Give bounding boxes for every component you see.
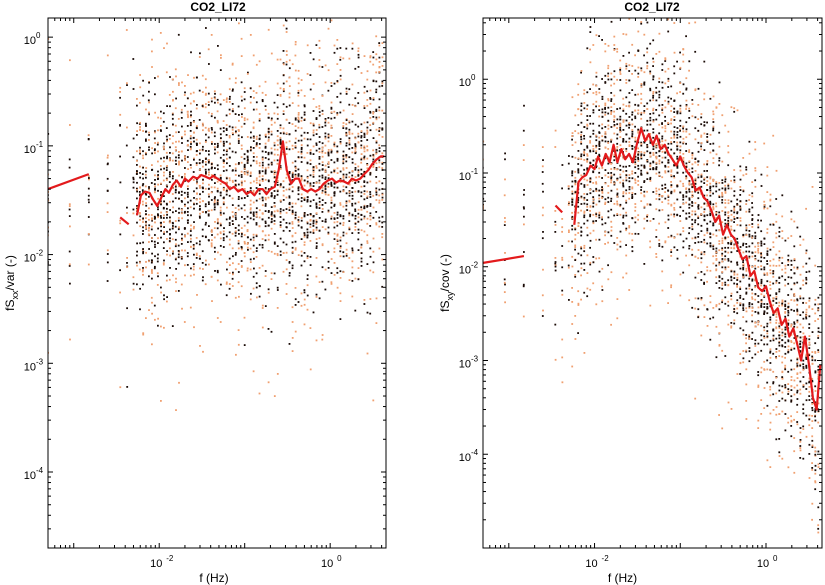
x-tick-label: 10 (585, 558, 597, 570)
y-tick-exponent: -3 (471, 354, 479, 363)
left-title: CO2_LI72 (190, 0, 246, 14)
y-axis-label: fSxx/var (-) (3, 255, 20, 311)
x-tick-label: 10 (321, 558, 333, 570)
x-tick-exponent: -2 (166, 554, 174, 563)
right-panel-xy: CO2_LI72 10 -2 10 010 -410 -310 -210 -110 0f (Hz… (438, 0, 823, 585)
x-axis-label: f (Hz) (199, 571, 228, 585)
y-tick-exponent: 0 (471, 73, 476, 82)
plot-frame (482, 17, 823, 549)
y-tick-label: 10 (459, 77, 471, 89)
right-title: CO2_LI72 (624, 0, 680, 14)
median-line-0 (483, 255, 525, 264)
y-tick-exponent: 0 (36, 31, 41, 40)
x-tick-exponent: 0 (773, 554, 778, 563)
x-tick-label: 10 (757, 558, 769, 570)
y-tick-label: 10 (24, 470, 36, 482)
y-tick-label: 10 (24, 361, 36, 373)
median-line-1 (119, 216, 130, 226)
median-line-0 (48, 173, 90, 191)
x-tick-label: 10 (150, 558, 162, 570)
axes: 10 -2 10 010 -410 -310 -210 -110 0f (Hz)fSxy/cov… (438, 18, 822, 585)
y-tick-exponent: -3 (36, 357, 44, 366)
y-tick-exponent: -4 (471, 448, 479, 457)
x-axis-label: f (Hz) (608, 571, 637, 585)
y-tick-exponent: -1 (471, 167, 479, 176)
y-tick-label: 10 (459, 452, 471, 464)
y-tick-exponent: -2 (471, 261, 479, 270)
scatter-cloud (48, 19, 384, 411)
y-tick-label: 10 (24, 35, 36, 47)
plot-frame (47, 17, 387, 549)
median-line-2 (135, 140, 385, 216)
y-tick-exponent: -2 (36, 249, 44, 258)
x-tick-exponent: -2 (602, 554, 610, 563)
median-line-2 (573, 127, 822, 411)
y-tick-exponent: -4 (36, 466, 44, 475)
y-tick-label: 10 (24, 253, 36, 265)
left-panel-xx: CO2_LI72 10 -2 10 010 -410 -310 -210 -110 0f (Hz… (3, 0, 387, 585)
y-axis-label: fSxy/cov (-) (438, 254, 455, 312)
y-tick-label: 10 (459, 171, 471, 183)
x-tick-exponent: 0 (337, 554, 342, 563)
y-tick-label: 10 (24, 144, 36, 156)
median-line-1 (554, 204, 563, 214)
y-tick-label: 10 (459, 358, 471, 370)
y-tick-exponent: -1 (36, 140, 44, 149)
scatter-cloud (483, 18, 820, 534)
axes: 10 -2 10 010 -410 -310 -210 -110 0f (Hz)fSxx/var… (3, 18, 386, 585)
y-tick-label: 10 (459, 265, 471, 277)
